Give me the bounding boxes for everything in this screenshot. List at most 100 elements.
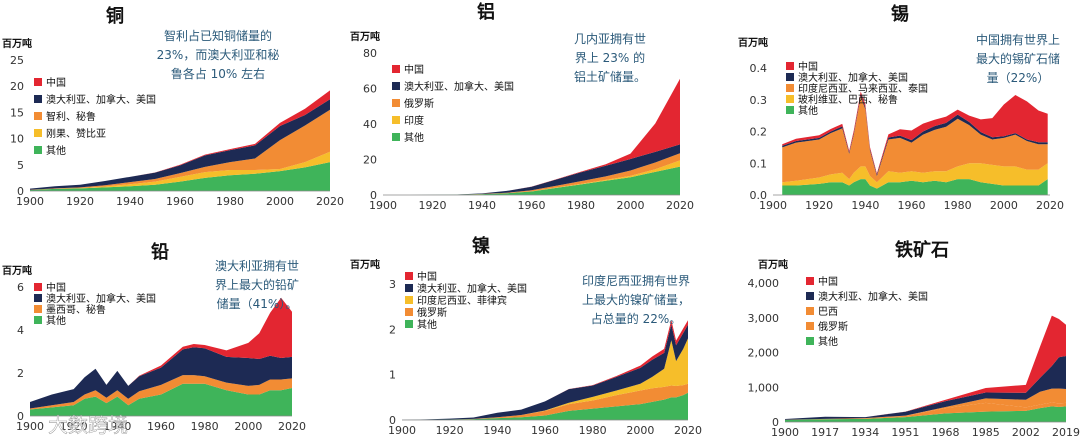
legend-label: 澳大利亚、加拿大、美国 bbox=[798, 71, 908, 84]
legend-label: 其他 bbox=[818, 335, 838, 348]
x-tick-label: 1940 bbox=[116, 195, 144, 208]
legend-swatch bbox=[806, 322, 814, 330]
legend-label: 其他 bbox=[46, 314, 66, 327]
y-tick-label: 0 bbox=[389, 414, 396, 427]
x-tick-label: 1900 bbox=[16, 195, 44, 208]
chart-title: 镍 bbox=[472, 235, 490, 257]
y-tick-label: 4,000 bbox=[748, 277, 780, 290]
chart-panel-2: 1900 1920 1940 1960 1980 2000 2020 0.0 0.1 0.2 0.3… bbox=[738, 3, 1064, 212]
legend-label: 澳大利亚、加拿大、美国 bbox=[818, 290, 928, 303]
area-其他 bbox=[785, 406, 1066, 422]
legend-swatch bbox=[392, 82, 400, 90]
x-tick-label: 1934 bbox=[851, 426, 879, 439]
legend-label: 俄罗斯 bbox=[818, 320, 848, 333]
legend-swatch bbox=[392, 116, 400, 124]
chart-title: 铝 bbox=[477, 1, 495, 23]
y-tick-label: 0 bbox=[17, 410, 24, 423]
x-tick-label: 1980 bbox=[191, 420, 219, 433]
x-tick-label: 1960 bbox=[166, 195, 194, 208]
legend-label: 其他 bbox=[417, 318, 437, 331]
chart-title: 铁矿石 bbox=[895, 239, 949, 261]
x-tick-label: 1960 bbox=[898, 199, 926, 212]
x-tick-label: 2000 bbox=[626, 424, 654, 437]
annotation-line: 占总量的 22%。 bbox=[591, 311, 682, 326]
legend-label: 中国 bbox=[404, 63, 424, 76]
area-澳大利亚、加拿大、美国 bbox=[30, 347, 292, 409]
legend-swatch bbox=[34, 316, 42, 324]
area-澳大利亚、加拿大、美国 bbox=[30, 99, 330, 190]
annotation-line: 界上最大的铅矿 bbox=[215, 277, 299, 292]
chart-panel-1: 1900 1920 1940 1960 1980 2000 2020 0 20 40 60 80 铝百万… bbox=[350, 1, 694, 212]
y-tick-label: 0 bbox=[772, 416, 779, 429]
y-tick-label: 0.1 bbox=[750, 157, 768, 170]
legend-label: 刚果、赞比亚 bbox=[46, 127, 106, 140]
y-tick-label: 4 bbox=[17, 324, 24, 337]
legend-swatch bbox=[786, 84, 794, 92]
y-axis-label: 百万吨 bbox=[350, 30, 380, 43]
y-tick-label: 25 bbox=[10, 54, 24, 67]
area-墨西哥、秘鲁 bbox=[30, 375, 292, 410]
y-tick-label: 80 bbox=[363, 47, 377, 60]
annotation-line: 铝土矿储量。 bbox=[574, 69, 646, 84]
x-tick-label: 1917 bbox=[811, 426, 839, 439]
area-俄罗斯 bbox=[383, 153, 680, 195]
x-tick-label: 2002 bbox=[1012, 426, 1040, 439]
area-俄罗斯 bbox=[402, 383, 688, 420]
x-tick-label: 1980 bbox=[567, 199, 595, 212]
x-tick-label: 1900 bbox=[369, 199, 397, 212]
legend-swatch bbox=[786, 106, 794, 114]
x-tick-label: 1980 bbox=[216, 195, 244, 208]
x-tick-label: 1968 bbox=[932, 426, 960, 439]
legend-swatch bbox=[806, 307, 814, 315]
legend-swatch bbox=[34, 294, 42, 302]
legend-label: 中国 bbox=[818, 275, 838, 288]
y-tick-label: 1 bbox=[389, 369, 396, 382]
annotation-line: 智利占已知铜储量的 bbox=[164, 28, 272, 43]
legend-label: 中国 bbox=[46, 76, 66, 89]
x-tick-label: 1920 bbox=[436, 424, 464, 437]
y-tick-label: 0.3 bbox=[750, 94, 768, 107]
area-刚果、赞比亚 bbox=[30, 151, 330, 190]
legend-label: 智利、秘鲁 bbox=[46, 110, 96, 123]
x-tick-label: 1920 bbox=[66, 195, 94, 208]
legend-label: 澳大利亚、加拿大、美国 bbox=[417, 282, 527, 295]
legend-label: 中国 bbox=[417, 270, 437, 283]
x-tick-label: 2000 bbox=[266, 195, 294, 208]
x-tick-label: 1940 bbox=[468, 199, 496, 212]
annotation-line: 印度尼西亚拥有世界 bbox=[582, 273, 690, 288]
legend-label: 玻利维亚、巴西、秘鲁 bbox=[798, 93, 898, 106]
x-tick-label: 2020 bbox=[316, 195, 344, 208]
legend-label: 巴西 bbox=[818, 306, 838, 318]
x-tick-label: 2020 bbox=[666, 199, 694, 212]
y-axis-label: 百万吨 bbox=[738, 36, 768, 49]
x-tick-label: 1900 bbox=[16, 420, 44, 433]
legend-swatch bbox=[405, 308, 413, 316]
legend-swatch bbox=[405, 320, 413, 328]
y-tick-label: 0.0 bbox=[750, 189, 768, 202]
legend-label: 澳大利亚、加拿大、美国 bbox=[404, 80, 514, 93]
y-tick-label: 0 bbox=[370, 189, 377, 202]
area-中国 bbox=[30, 297, 292, 403]
x-tick-label: 2020 bbox=[278, 420, 306, 433]
area-中国 bbox=[782, 91, 1048, 175]
x-tick-label: 1951 bbox=[891, 426, 919, 439]
x-tick-label: 1920 bbox=[419, 199, 447, 212]
x-tick-label: 2019 bbox=[1052, 426, 1080, 439]
y-tick-label: 15 bbox=[10, 106, 24, 119]
x-tick-label: 1960 bbox=[147, 420, 175, 433]
legend-swatch bbox=[34, 112, 42, 120]
legend-swatch bbox=[786, 62, 794, 70]
legend-label: 俄罗斯 bbox=[417, 306, 447, 319]
area-印度尼西亚、马来西亚、泰国 bbox=[782, 96, 1048, 183]
y-tick-label: 2 bbox=[17, 367, 24, 380]
legend-label: 中国 bbox=[46, 281, 66, 294]
legend-label: 其他 bbox=[46, 144, 66, 157]
legend-swatch bbox=[806, 337, 814, 345]
legend-swatch bbox=[34, 283, 42, 291]
legend-label: 印度尼西亚、菲律宾 bbox=[417, 294, 507, 307]
x-tick-label: 1960 bbox=[518, 199, 546, 212]
annotation-line: 上最大的镍矿储量， bbox=[582, 292, 690, 307]
y-tick-label: 2 bbox=[389, 323, 396, 336]
